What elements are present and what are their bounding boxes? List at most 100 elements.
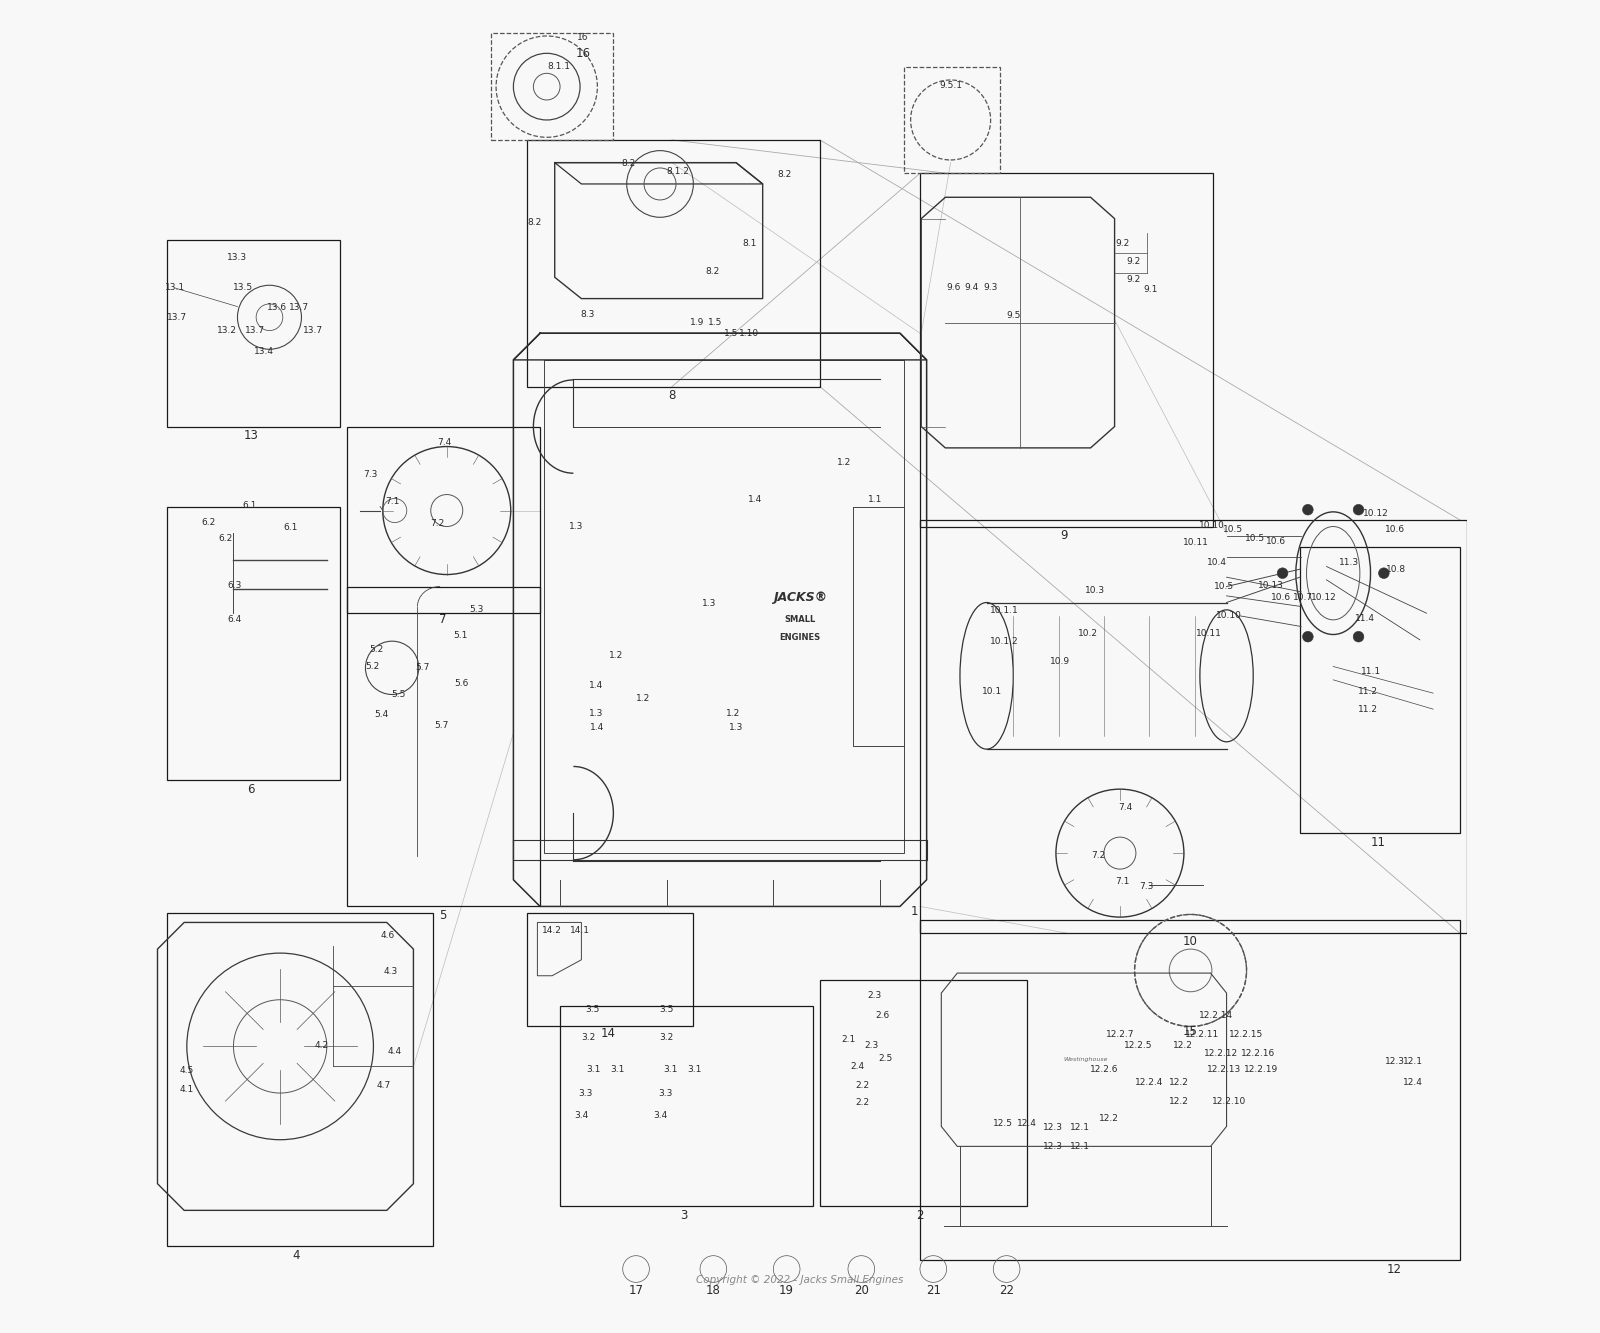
Bar bbox=[920, 920, 1459, 1260]
Text: 5.7: 5.7 bbox=[434, 721, 448, 729]
Text: 10.6: 10.6 bbox=[1384, 525, 1405, 533]
Text: 8.1: 8.1 bbox=[742, 240, 757, 248]
Text: 11.2: 11.2 bbox=[1358, 688, 1378, 696]
Text: 12.2: 12.2 bbox=[1168, 1078, 1189, 1086]
Text: 10.1: 10.1 bbox=[982, 688, 1002, 696]
Text: 1.4: 1.4 bbox=[747, 496, 762, 504]
Text: 12.2.16: 12.2.16 bbox=[1242, 1049, 1275, 1057]
Text: 10.1.2: 10.1.2 bbox=[990, 637, 1018, 645]
Text: 1.5: 1.5 bbox=[707, 319, 722, 327]
Text: 6.2: 6.2 bbox=[202, 519, 216, 527]
Text: 4.5: 4.5 bbox=[179, 1066, 194, 1074]
Text: 13.7: 13.7 bbox=[168, 313, 187, 321]
Text: 1.3: 1.3 bbox=[730, 724, 744, 732]
Text: 9.5: 9.5 bbox=[1006, 312, 1021, 320]
Text: 2: 2 bbox=[917, 1209, 923, 1222]
Circle shape bbox=[1302, 504, 1314, 515]
Text: 5: 5 bbox=[438, 909, 446, 922]
Text: 7.3: 7.3 bbox=[1139, 882, 1154, 890]
Bar bbox=[347, 427, 541, 613]
Text: 12.2: 12.2 bbox=[1099, 1114, 1118, 1122]
Text: 4.6: 4.6 bbox=[381, 932, 395, 940]
Text: 21: 21 bbox=[926, 1284, 941, 1297]
Text: 12.2.7: 12.2.7 bbox=[1106, 1030, 1134, 1038]
Text: 10.3: 10.3 bbox=[1085, 587, 1104, 595]
Text: 10.8: 10.8 bbox=[1386, 565, 1406, 573]
Text: 9.2: 9.2 bbox=[1126, 276, 1141, 284]
Text: 19: 19 bbox=[779, 1284, 794, 1297]
Text: 10.10: 10.10 bbox=[1198, 521, 1226, 529]
Text: 7.4: 7.4 bbox=[437, 439, 451, 447]
Text: 8.2: 8.2 bbox=[621, 160, 635, 168]
Text: 12.1: 12.1 bbox=[1403, 1057, 1422, 1065]
Bar bbox=[166, 913, 434, 1246]
Text: 10.11: 10.11 bbox=[1182, 539, 1210, 547]
Text: 4.1: 4.1 bbox=[179, 1085, 194, 1093]
Text: 5.2: 5.2 bbox=[365, 663, 379, 670]
Text: 13.7: 13.7 bbox=[288, 304, 309, 312]
Bar bbox=[491, 33, 613, 140]
Text: 7.2: 7.2 bbox=[430, 520, 445, 528]
Text: 3.4: 3.4 bbox=[653, 1112, 667, 1120]
Text: 3.2: 3.2 bbox=[659, 1033, 674, 1041]
Text: 12.2.19: 12.2.19 bbox=[1245, 1065, 1278, 1073]
Text: 3.5: 3.5 bbox=[586, 1005, 600, 1013]
Bar bbox=[920, 173, 1213, 527]
Text: 9.3: 9.3 bbox=[984, 284, 998, 292]
Text: 10.1.1: 10.1.1 bbox=[989, 607, 1018, 615]
Text: 8.1.1: 8.1.1 bbox=[547, 63, 570, 71]
Text: 11.4: 11.4 bbox=[1355, 615, 1374, 623]
Text: 12.2.10: 12.2.10 bbox=[1213, 1097, 1246, 1105]
Text: 5.1: 5.1 bbox=[453, 632, 467, 640]
Text: 5.7: 5.7 bbox=[416, 664, 430, 672]
Bar bbox=[526, 913, 693, 1026]
Text: 6: 6 bbox=[246, 782, 254, 796]
Text: 13.6: 13.6 bbox=[267, 304, 288, 312]
Text: 1: 1 bbox=[910, 905, 918, 918]
Text: 1.2: 1.2 bbox=[837, 459, 851, 467]
Text: 5.3: 5.3 bbox=[469, 605, 483, 613]
Text: 11.3: 11.3 bbox=[1339, 559, 1360, 567]
Text: 5.4: 5.4 bbox=[374, 710, 389, 718]
Text: ENGINES: ENGINES bbox=[779, 633, 821, 641]
Text: 9.4: 9.4 bbox=[965, 284, 979, 292]
Text: 5.2: 5.2 bbox=[370, 645, 384, 653]
Text: 6.1: 6.1 bbox=[242, 501, 256, 509]
Text: 10: 10 bbox=[1182, 934, 1198, 948]
Text: 17: 17 bbox=[629, 1284, 643, 1297]
Text: 4.4: 4.4 bbox=[387, 1048, 402, 1056]
Text: 6.2: 6.2 bbox=[218, 535, 232, 543]
Text: Westinghouse: Westinghouse bbox=[1062, 1057, 1107, 1062]
Text: 1.2: 1.2 bbox=[610, 652, 622, 660]
Text: 1.3: 1.3 bbox=[702, 600, 717, 608]
Text: 4.2: 4.2 bbox=[314, 1041, 328, 1049]
Text: 4.3: 4.3 bbox=[384, 968, 398, 976]
Bar bbox=[904, 67, 1000, 173]
Text: 15: 15 bbox=[1182, 1025, 1198, 1038]
Text: 10.5: 10.5 bbox=[1245, 535, 1264, 543]
Bar bbox=[166, 507, 341, 780]
Text: 1.5: 1.5 bbox=[723, 329, 738, 337]
Text: 5.6: 5.6 bbox=[454, 680, 469, 688]
Text: 1.3: 1.3 bbox=[589, 709, 603, 717]
Text: 10.5: 10.5 bbox=[1222, 525, 1243, 533]
Text: Copyright © 2022 - Jacks Small Engines: Copyright © 2022 - Jacks Small Engines bbox=[696, 1274, 904, 1285]
Text: 10.9: 10.9 bbox=[1050, 657, 1070, 665]
Text: 2.6: 2.6 bbox=[875, 1012, 890, 1020]
Text: 8.2: 8.2 bbox=[706, 268, 718, 276]
Text: 11.2: 11.2 bbox=[1358, 705, 1378, 713]
Text: 3.1: 3.1 bbox=[586, 1065, 600, 1073]
Text: 12.2.15: 12.2.15 bbox=[1229, 1030, 1264, 1038]
Text: 12.4: 12.4 bbox=[1016, 1120, 1037, 1128]
Text: 9: 9 bbox=[1061, 529, 1067, 543]
Text: 12.3: 12.3 bbox=[1043, 1142, 1064, 1150]
Text: 3: 3 bbox=[680, 1209, 688, 1222]
Text: 12.2.6: 12.2.6 bbox=[1090, 1065, 1118, 1073]
Text: SMALL: SMALL bbox=[784, 616, 816, 624]
Text: 11.1: 11.1 bbox=[1360, 668, 1381, 676]
Text: 1.4: 1.4 bbox=[589, 681, 603, 689]
Text: 7: 7 bbox=[438, 613, 446, 627]
Text: 7.1: 7.1 bbox=[1115, 877, 1130, 885]
Text: 3.2: 3.2 bbox=[581, 1033, 595, 1041]
Circle shape bbox=[1354, 632, 1363, 643]
